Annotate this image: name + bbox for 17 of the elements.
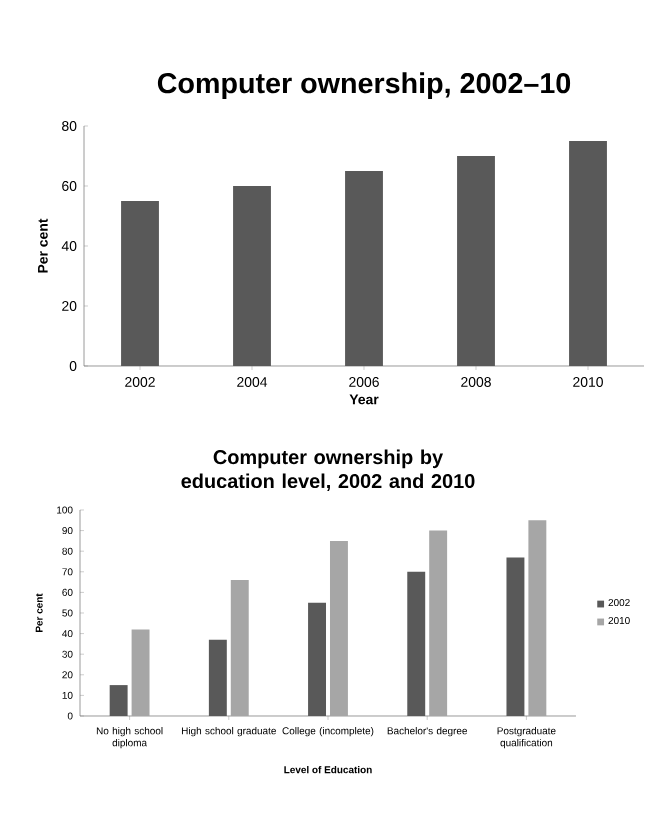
bar	[457, 156, 495, 366]
bar	[345, 171, 383, 366]
bar	[131, 629, 150, 716]
bar	[569, 141, 607, 366]
bar	[329, 540, 348, 716]
bar	[208, 639, 227, 716]
bar	[109, 685, 128, 716]
bar	[528, 520, 547, 716]
bar	[429, 530, 448, 716]
bar	[230, 580, 249, 716]
bar	[308, 602, 327, 716]
bar	[407, 571, 426, 716]
chart-title: Computer ownership by education level, 2002 and 2010	[181, 449, 475, 492]
chart-title: Computer ownership, 2002–10	[157, 72, 571, 100]
bar	[233, 186, 271, 366]
bar	[506, 557, 525, 716]
bar	[121, 201, 159, 366]
